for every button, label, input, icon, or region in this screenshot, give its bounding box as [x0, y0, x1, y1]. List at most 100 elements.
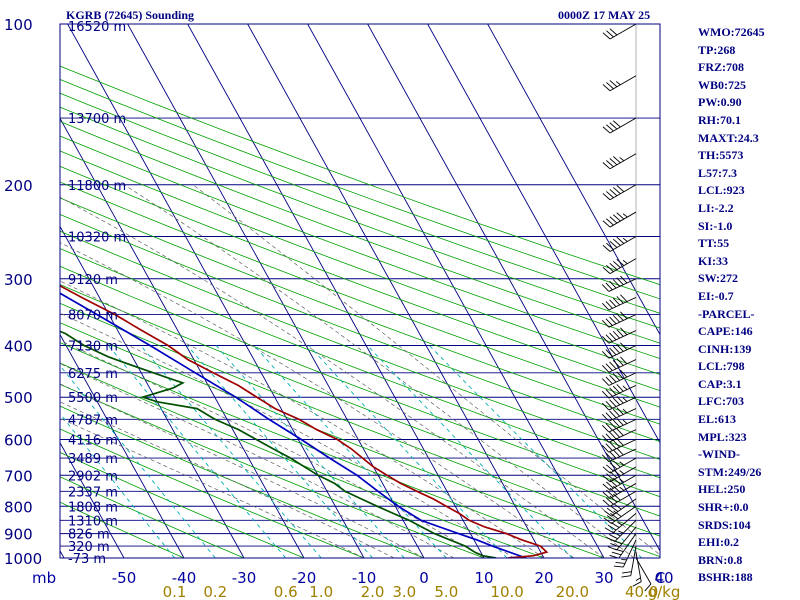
wind-barb-flag [606, 515, 615, 522]
index-item: -PARCEL- [698, 306, 755, 321]
moist-adiabat-line [124, 184, 635, 558]
wind-barb-half-flag [619, 157, 625, 162]
wind-barb-flag [609, 28, 618, 36]
isotherm-line [187, 24, 485, 558]
wind-barb-flag [606, 191, 614, 199]
wind-barb-staff [608, 372, 637, 386]
wind-barb-staff [609, 153, 637, 170]
wind-barb-flag [609, 316, 617, 325]
wind-barb-flag [601, 378, 610, 386]
wind-barb-staff [608, 384, 637, 399]
skew-t-grid [60, 24, 660, 558]
axis-unit-celsius: C [655, 569, 665, 587]
isotherm-line [307, 24, 605, 558]
wind-barb [602, 236, 637, 252]
wind-barb-flag [611, 551, 622, 556]
wind-barb-flag [620, 342, 628, 351]
mixing-ratio-tick-label: 3.0 [392, 583, 416, 600]
pressure-tick-label: 400 [4, 338, 33, 356]
wind-barb [602, 466, 637, 483]
height-label: 2337 m [68, 485, 118, 500]
wind-barb-staff [608, 429, 637, 443]
isotherm-line [67, 24, 365, 558]
index-item: L57:7.3 [698, 165, 737, 180]
wind-barb-staff [608, 330, 637, 344]
wind-barb-half-flag [615, 81, 621, 86]
moist-adiabat-line [60, 280, 545, 558]
wind-barb [632, 552, 642, 587]
wind-barb-staff [622, 539, 637, 568]
index-item: CINH:139 [698, 341, 752, 356]
index-item: LI:-2.2 [698, 200, 734, 215]
mixing-ratio-tick-label: 20.0 [556, 583, 589, 600]
wind-barb-staff [609, 474, 637, 491]
height-label: 9120 m [68, 273, 118, 288]
wind-barb-flag [620, 275, 628, 284]
wind-barb-flag [612, 345, 621, 354]
wind-barb-flag [616, 407, 624, 415]
wind-barb-flag [612, 330, 621, 339]
pressure-tick-label: 100 [4, 16, 33, 34]
wind-barb-flag [606, 489, 614, 497]
wind-barb-flag [616, 313, 624, 321]
wind-barb-flag [605, 349, 613, 357]
wind-barb-flag [613, 493, 621, 501]
wind-barb-flag [621, 575, 631, 578]
temperature-tick-label: -50 [112, 569, 137, 587]
wind-barb-flag [602, 32, 611, 40]
wind-barb-flag [609, 299, 617, 307]
height-label: 2902 m [68, 469, 118, 484]
dry-adiabat-line [60, 165, 660, 392]
index-item: SRDS:104 [698, 517, 751, 532]
wind-barb-staff [616, 526, 637, 551]
wind-barb-staff [609, 466, 637, 483]
index-item: SHR+:0.0 [698, 500, 749, 515]
pressure-tick-label: 300 [4, 271, 33, 289]
temperature-trace [60, 284, 549, 558]
moist-adiabat-line [60, 363, 455, 558]
wind-barb-flag [609, 122, 618, 130]
wind-barb-flag [606, 536, 615, 542]
mixing-ratio-line [215, 345, 405, 558]
wind-barb-half-flag [618, 530, 624, 534]
wind-barb-staff [609, 483, 637, 499]
height-label: 320 m [68, 540, 110, 555]
index-item: STM:249/26 [698, 464, 762, 479]
wind-barb-flag [613, 565, 624, 568]
height-label: 4116 m [68, 434, 118, 449]
wind-barb-flag [601, 424, 610, 433]
wind-barb-staff [618, 533, 637, 559]
wind-barb-flag [605, 412, 613, 420]
dry-adiabat-line [60, 197, 660, 425]
parcel-trace [60, 292, 527, 558]
wind-barb-flag [616, 418, 624, 426]
index-item: WMO:72645 [698, 25, 765, 39]
temperature-tick-label: 10 [474, 569, 493, 587]
isotherm-line [60, 333, 185, 558]
wind-barb-flag [616, 185, 625, 193]
index-item: TT:55 [698, 236, 730, 251]
wind-barb-flag [620, 356, 628, 365]
wind-barb [635, 557, 652, 592]
wind-barb [602, 117, 637, 134]
wind-barb-flag [605, 389, 613, 397]
wind-barb [602, 211, 637, 228]
moist-adiabat-line [60, 401, 395, 558]
dry-adiabat-line [60, 65, 660, 286]
wind-barb-flag [605, 443, 613, 451]
wind-barb-staff [609, 457, 637, 474]
isotherm-line [367, 24, 660, 552]
height-label: 826 m [68, 528, 110, 543]
wind-barb-flag [610, 512, 619, 520]
mixing-ratio-line [308, 345, 508, 558]
wind-barb-flag [609, 262, 618, 270]
wind-barb-flag [601, 435, 610, 443]
wind-barb [601, 447, 637, 463]
dry-adiabat-line [60, 230, 660, 460]
wind-barb-flag [609, 387, 617, 395]
pressure-tick-label: 900 [4, 526, 33, 544]
wind-barb-flag [609, 399, 617, 407]
wind-barb-flag [616, 236, 625, 244]
isotherm-line [60, 225, 245, 558]
wind-barb-flag [609, 332, 617, 341]
